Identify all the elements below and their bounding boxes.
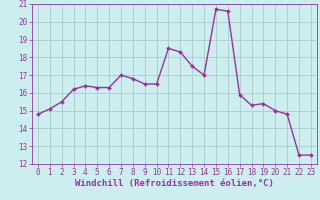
X-axis label: Windchill (Refroidissement éolien,°C): Windchill (Refroidissement éolien,°C) [75,179,274,188]
